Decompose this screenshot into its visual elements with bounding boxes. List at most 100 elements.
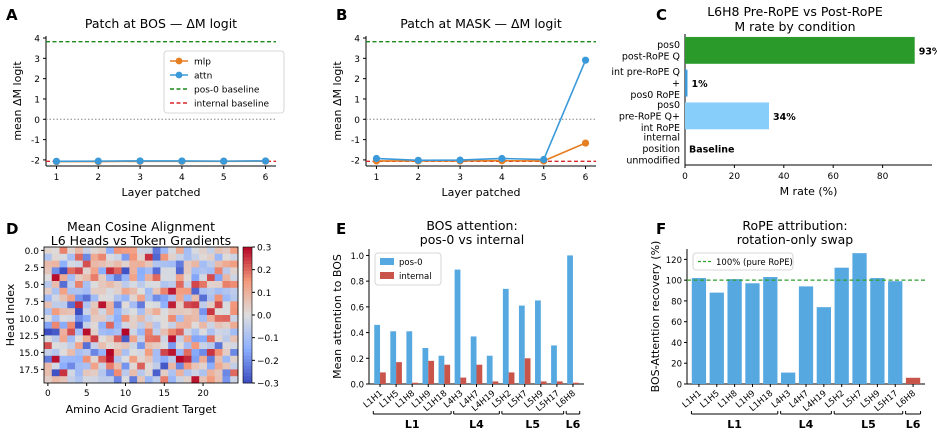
bar	[685, 102, 769, 130]
colorbar-cell	[243, 291, 252, 295]
heatmap-cell	[113, 315, 122, 323]
heatmap-cell	[106, 355, 115, 363]
heatmap-cell	[183, 376, 192, 384]
x-tick-label: 0	[682, 172, 688, 182]
x-tick-label: L1H8	[716, 389, 739, 411]
heatmap-cell	[129, 281, 138, 289]
heatmap-cell	[98, 335, 107, 343]
bar	[727, 279, 742, 384]
heatmap-cell	[90, 349, 99, 357]
legend-box	[163, 50, 285, 114]
heatmap-cell	[51, 308, 60, 316]
colorbar-cell	[243, 379, 252, 384]
heatmap-cell	[129, 274, 138, 282]
heatmap-cell	[152, 274, 161, 282]
heatmap-cell	[191, 355, 200, 363]
heatmap-cell	[144, 342, 153, 350]
heatmap-cell	[160, 253, 169, 261]
heatmap-cell	[137, 308, 146, 316]
heatmap-cell	[75, 369, 84, 377]
heatmap-cell	[175, 342, 184, 350]
colorbar-cell	[243, 359, 252, 363]
colorbar-cell	[243, 308, 252, 312]
heatmap-cell	[75, 376, 84, 384]
heatmap-cell	[67, 369, 76, 377]
heatmap-cell	[106, 260, 115, 268]
colorbar-cell	[243, 260, 252, 265]
heatmap-cell	[67, 376, 76, 384]
colorbar-cell	[243, 366, 252, 370]
heatmap-cell	[90, 362, 99, 370]
colorbar-cell	[243, 332, 252, 336]
heatmap-cell	[191, 321, 200, 329]
heatmap-cell	[160, 281, 169, 289]
bar	[816, 307, 831, 384]
colorbar-cell	[243, 270, 252, 275]
x-tick-label: 3	[457, 173, 463, 183]
x-tick-label: 80	[877, 172, 889, 182]
legend-label: 100% (pure RoPE)	[716, 258, 793, 268]
heatmap-cell	[144, 287, 153, 295]
heatmap-cell	[214, 247, 223, 255]
y-tick-label: unmodified	[626, 156, 680, 167]
panel-letter: A	[6, 6, 18, 24]
heatmap-cell	[199, 315, 208, 323]
group-label: L4	[799, 418, 814, 431]
heatmap-cell	[191, 301, 200, 309]
heatmap-cell	[199, 253, 208, 261]
y-tick-label: 100	[666, 277, 682, 287]
bar	[396, 362, 402, 384]
bar	[412, 382, 418, 384]
x-tick-label: 6	[263, 173, 269, 183]
bar	[798, 286, 814, 384]
heatmap-cell	[199, 342, 208, 350]
heatmap-cell	[230, 369, 239, 377]
x-tick-label: 6	[583, 173, 589, 183]
heatmap-cell	[98, 376, 107, 384]
heatmap-cell	[137, 301, 146, 309]
heatmap-cell	[75, 362, 84, 370]
heatmap-cell	[152, 287, 161, 295]
heatmap-cell	[51, 369, 60, 377]
heatmap-cell	[191, 369, 200, 377]
heatmap-cell	[199, 349, 208, 357]
heatmap-cell	[44, 315, 53, 323]
heatmap-cell	[230, 267, 239, 275]
heatmap-cell	[90, 281, 99, 289]
heatmap-cell	[175, 328, 184, 336]
bar	[870, 278, 885, 384]
heatmap-cell	[90, 267, 99, 275]
x-tick-label: 3	[137, 173, 143, 183]
y-tick-label: +	[672, 79, 680, 90]
heatmap-cell	[206, 267, 216, 275]
heatmap-cell	[98, 308, 107, 316]
heatmap-cell	[230, 281, 239, 289]
heatmap-cell	[121, 335, 130, 343]
heatmap-cell	[175, 287, 184, 295]
heatmap-cell	[160, 355, 169, 363]
heatmap-cell	[199, 335, 208, 343]
heatmap-cell	[230, 355, 239, 363]
heatmap-cell	[230, 308, 239, 316]
heatmap-cell	[183, 260, 192, 268]
heatmap-cell	[59, 355, 68, 363]
heatmap-frame	[43, 246, 239, 384]
chart-subtitle: L6 Heads vs Token Gradients	[51, 233, 231, 248]
heatmap-cell	[191, 281, 200, 289]
heatmap-cell	[152, 335, 161, 343]
panel-letter: F	[656, 220, 666, 238]
colorbar-cell	[243, 264, 252, 268]
colorbar-cell	[243, 257, 252, 261]
bar	[905, 377, 921, 384]
heatmap-cell	[152, 328, 161, 336]
heatmap-cell	[206, 247, 216, 255]
bar	[763, 277, 778, 384]
y-tick-label: 17.5	[19, 366, 39, 376]
heatmap-cell	[183, 253, 192, 261]
legend-swatch	[380, 258, 394, 265]
x-tick-label: 10	[120, 389, 132, 399]
colorbar-cell	[243, 311, 252, 316]
heatmap-cell	[67, 349, 76, 357]
heatmap-cell	[106, 376, 115, 384]
